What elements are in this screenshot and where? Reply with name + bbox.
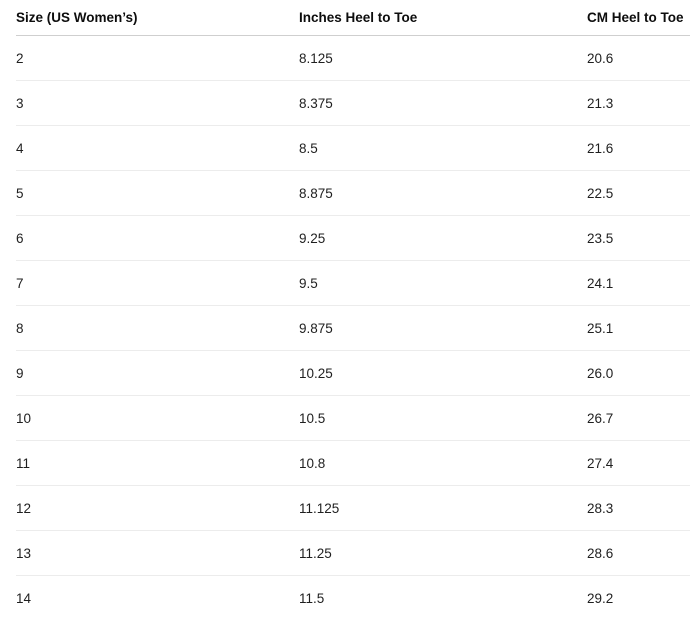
cell-cm: 23.5: [587, 230, 614, 246]
cell-size: 9: [16, 365, 24, 381]
cell-size: 12: [16, 500, 32, 516]
cell-cm: 22.5: [587, 185, 614, 201]
table-header-row: Size (US Women’s) Inches Heel to Toe CM …: [16, 0, 690, 36]
cell-size: 3: [16, 95, 24, 111]
cell-cm: 27.4: [587, 455, 614, 471]
cell-inches: 11.125: [299, 500, 340, 516]
cell-inches: 8.125: [299, 50, 333, 66]
table-row: 8 9.875 25.1: [16, 306, 690, 351]
cell-inches: 11.5: [299, 591, 325, 606]
cell-inches: 9.875: [299, 320, 333, 336]
table-row: 5 8.875 22.5: [16, 171, 690, 216]
cell-cm: 24.1: [587, 275, 614, 291]
cell-cm: 28.3: [587, 500, 614, 516]
cell-size: 11: [16, 455, 31, 471]
cell-cm: 26.7: [587, 410, 614, 426]
table-row: 9 10.25 26.0: [16, 351, 690, 396]
table-row: 4 8.5 21.6: [16, 126, 690, 171]
cell-cm: 26.0: [587, 365, 614, 381]
table-row: 13 11.25 28.6: [16, 531, 690, 576]
table-row: 10 10.5 26.7: [16, 396, 690, 441]
cell-cm: 21.6: [587, 140, 614, 156]
cell-size: 2: [16, 50, 24, 66]
table-row: 7 9.5 24.1: [16, 261, 690, 306]
cell-cm: 21.3: [587, 95, 614, 111]
table-row: 3 8.375 21.3: [16, 81, 690, 126]
cell-size: 14: [16, 591, 32, 606]
cell-inches: 9.25: [299, 230, 326, 246]
cell-cm: 25.1: [587, 320, 614, 336]
cell-size: 10: [16, 410, 32, 426]
cell-size: 6: [16, 230, 24, 246]
cell-cm: 20.6: [587, 50, 614, 66]
header-inches: Inches Heel to Toe: [299, 10, 418, 25]
cell-inches: 8.875: [299, 185, 333, 201]
table-row: 12 11.125 28.3: [16, 486, 690, 531]
cell-cm: 29.2: [587, 591, 614, 606]
cell-inches: 10.5: [299, 410, 326, 426]
header-cm: CM Heel to Toe: [587, 10, 684, 25]
header-size: Size (US Women’s): [16, 10, 138, 25]
cell-inches: 10.8: [299, 455, 326, 471]
cell-size: 5: [16, 185, 24, 201]
cell-size: 4: [16, 140, 24, 156]
cell-cm: 28.6: [587, 545, 614, 561]
cell-inches: 11.25: [299, 545, 332, 561]
table-row: 11 10.8 27.4: [16, 441, 690, 486]
cell-size: 8: [16, 320, 24, 336]
cell-inches: 9.5: [299, 275, 318, 291]
table-row: 14 11.5 29.2: [16, 576, 690, 621]
cell-inches: 10.25: [299, 365, 333, 381]
cell-size: 7: [16, 275, 24, 291]
cell-size: 13: [16, 545, 32, 561]
cell-inches: 8.5: [299, 140, 318, 156]
cell-inches: 8.375: [299, 95, 333, 111]
shoe-size-table: Size (US Women’s) Inches Heel to Toe CM …: [16, 0, 690, 621]
table-row: 2 8.125 20.6: [16, 36, 690, 81]
table-row: 6 9.25 23.5: [16, 216, 690, 261]
